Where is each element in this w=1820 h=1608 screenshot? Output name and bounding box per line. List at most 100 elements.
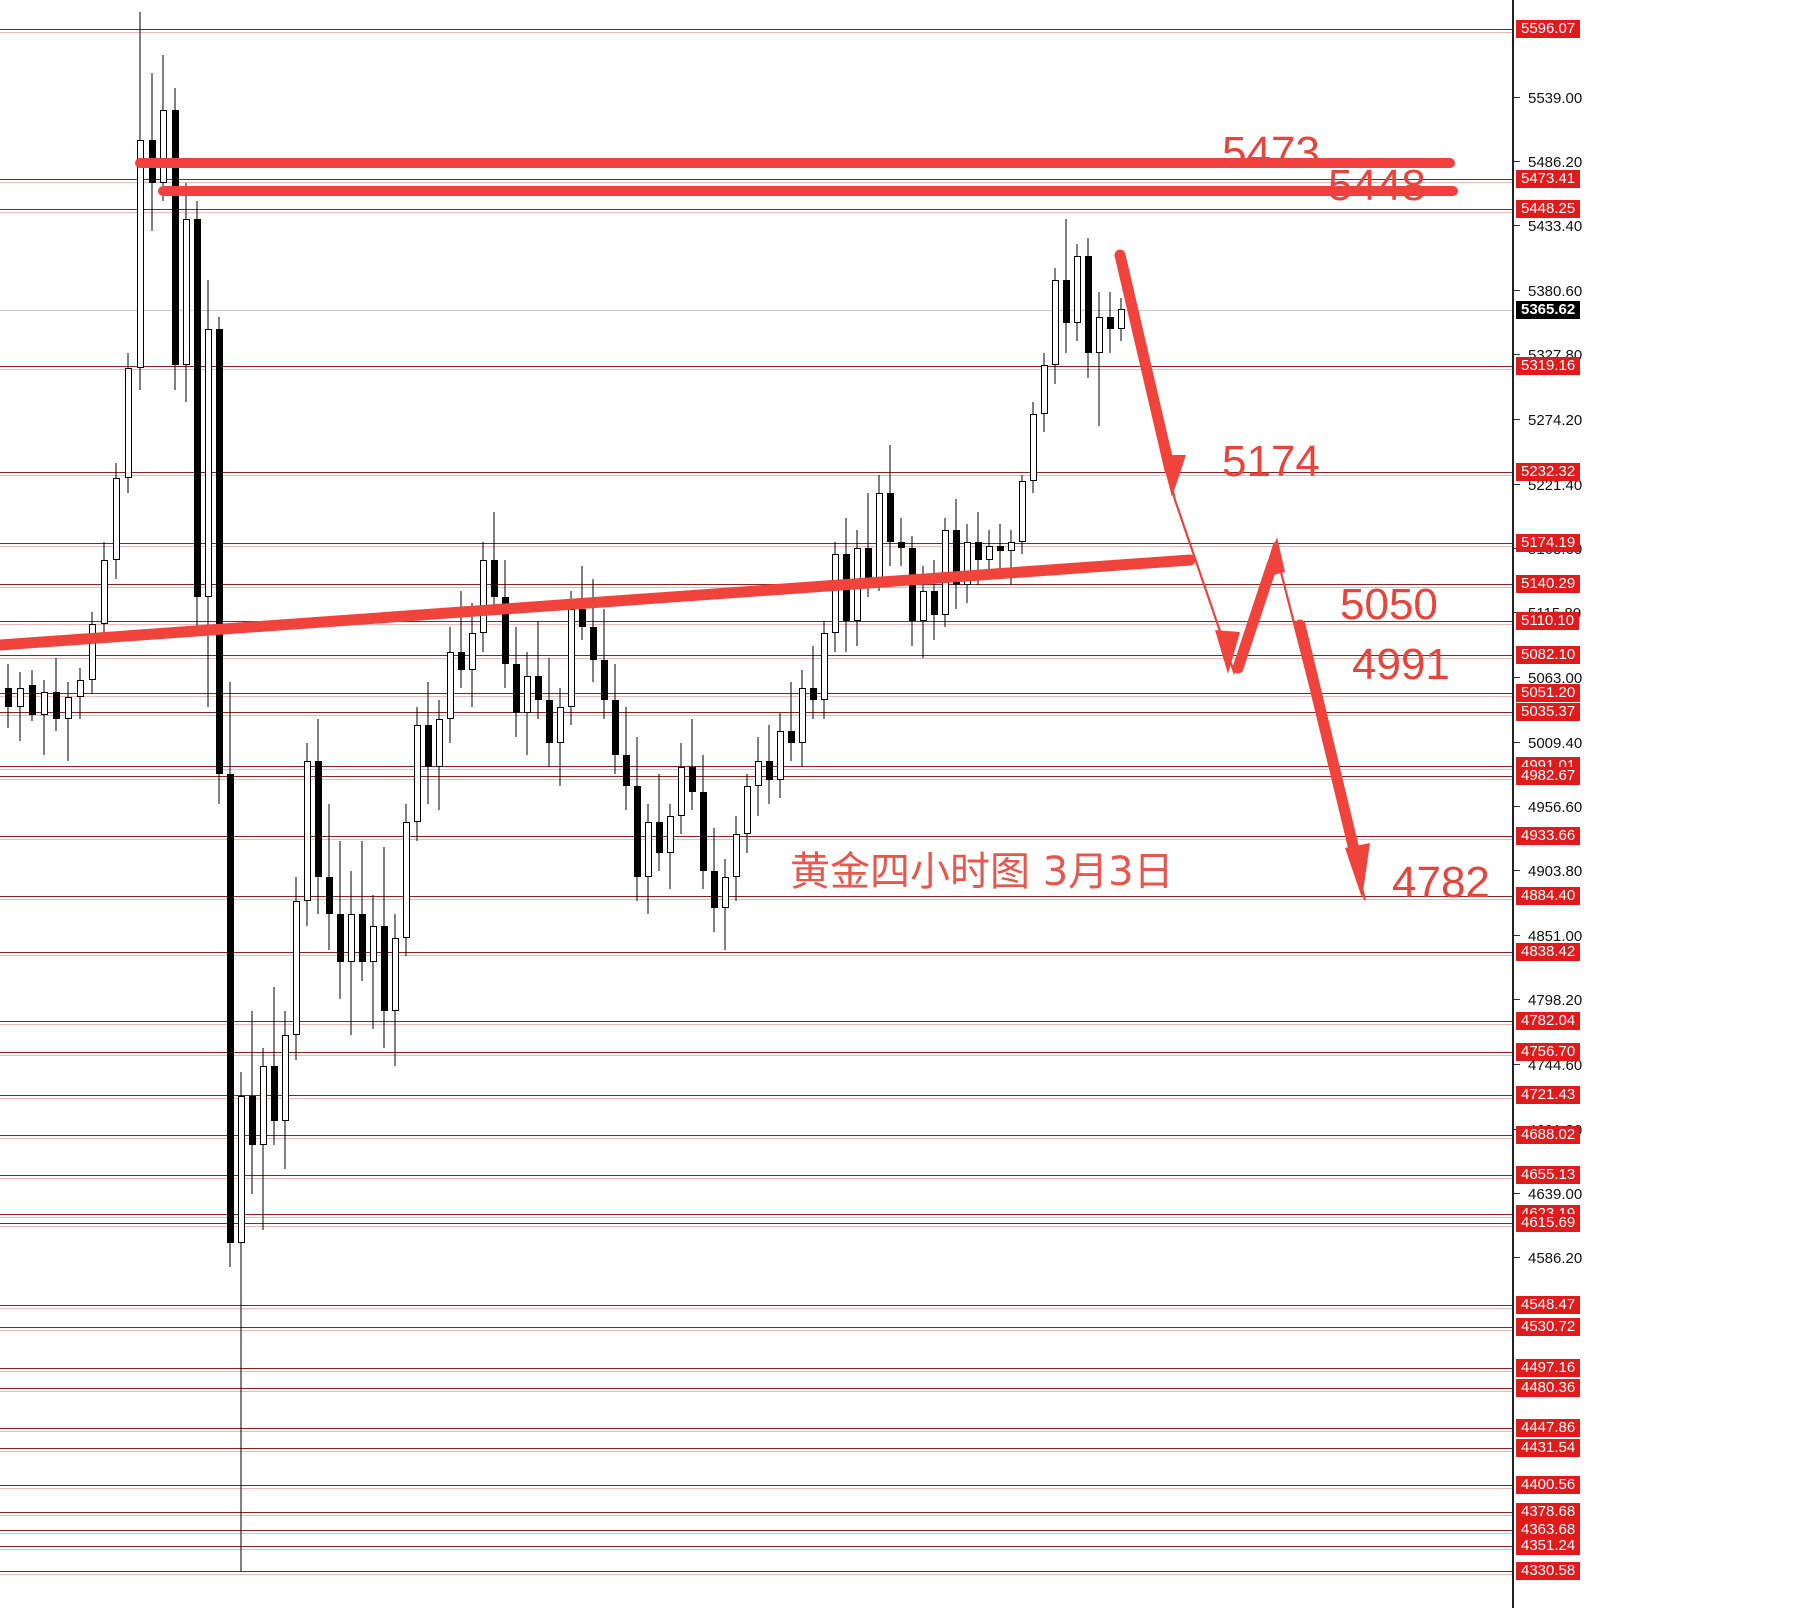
candle-body-bullish	[677, 767, 685, 817]
price-level-tag[interactable]: 4480.36	[1516, 1379, 1581, 1398]
candlestick	[721, 858, 729, 951]
price-level-tag[interactable]: 4721.43	[1516, 1085, 1581, 1104]
candlestick	[358, 840, 366, 981]
candlestick	[633, 737, 641, 902]
candle-body-bullish	[303, 761, 311, 902]
candlestick	[124, 353, 132, 494]
candlestick	[1117, 298, 1125, 342]
candlestick	[28, 670, 36, 722]
price-axis-panel[interactable]: 5539.00 5486.20 5433.40 5380.60 5327.80 5274.…	[1512, 0, 1820, 1608]
candle-body-bearish	[1062, 280, 1070, 323]
candlestick	[908, 536, 916, 646]
candlestick	[4, 663, 12, 729]
candle-body-bullish	[468, 633, 476, 670]
candlestick	[842, 517, 850, 652]
candle-body-bullish	[159, 109, 167, 183]
candle-body-bearish	[1106, 316, 1114, 329]
candle-body-bearish	[336, 913, 344, 963]
price-tick-label: 5486.20	[1514, 155, 1582, 170]
price-level-tag[interactable]: 5448.25	[1516, 200, 1581, 219]
price-tick-label: 5063.00	[1514, 671, 1582, 686]
candlestick	[776, 712, 784, 798]
gridline-level-shadow	[0, 587, 1512, 589]
price-level-tag[interactable]: 4447.86	[1516, 1418, 1581, 1437]
candlestick	[303, 743, 311, 926]
candlestick	[545, 657, 553, 768]
candle-body-bearish	[765, 761, 773, 780]
candle-wick	[67, 682, 69, 762]
price-level-tag[interactable]: 4782.04	[1516, 1011, 1581, 1030]
candle-body-bearish	[325, 877, 333, 914]
gridline-level-shadow	[0, 475, 1512, 477]
price-level-tag[interactable]: 4378.68	[1516, 1503, 1581, 1522]
current-price-tag[interactable]: 5365.62	[1516, 300, 1581, 319]
candle-wick	[361, 840, 363, 981]
price-level-tag[interactable]: 4655.13	[1516, 1166, 1581, 1185]
price-level-tag[interactable]: 4982.67	[1516, 767, 1581, 786]
candle-body-bearish	[1084, 255, 1092, 354]
chart-plot-area[interactable]	[0, 0, 1512, 1608]
candle-body-bearish	[501, 596, 509, 664]
candle-body-bullish	[292, 901, 300, 1036]
price-level-tag[interactable]: 4615.69	[1516, 1214, 1581, 1233]
gridline-level-shadow	[0, 1515, 1512, 1517]
price-level-tag[interactable]: 4351.24	[1516, 1536, 1581, 1555]
price-level-tag[interactable]: 4548.47	[1516, 1296, 1581, 1315]
price-level-tag[interactable]: 4530.72	[1516, 1317, 1581, 1336]
candle-body-bullish	[523, 676, 531, 713]
candle-body-bearish	[699, 791, 707, 871]
price-level-tag[interactable]: 4933.66	[1516, 827, 1581, 846]
candle-body-bearish	[589, 627, 597, 661]
price-level-tag[interactable]: 4884.40	[1516, 887, 1581, 906]
price-level-tag[interactable]: 5035.37	[1516, 703, 1581, 722]
gridline-level	[0, 1367, 1512, 1369]
price-level-tag[interactable]: 5596.07	[1516, 20, 1581, 39]
candlestick	[611, 663, 619, 774]
candle-body-bearish	[28, 684, 36, 716]
gridline-level	[0, 472, 1512, 474]
candle-body-bullish	[391, 937, 399, 1012]
candlestick	[864, 493, 872, 597]
gridline-level	[0, 584, 1512, 586]
candle-body-bullish	[1018, 481, 1026, 543]
price-level-tag[interactable]: 4431.54	[1516, 1438, 1581, 1457]
candlestick	[765, 724, 773, 804]
price-tick-label: 5221.40	[1514, 478, 1582, 493]
candlestick	[325, 804, 333, 951]
gridline-level-shadow	[0, 1308, 1512, 1310]
price-level-tag[interactable]: 4688.02	[1516, 1126, 1581, 1145]
price-level-tag[interactable]: 4400.56	[1516, 1476, 1581, 1495]
gridline-level-shadow	[0, 369, 1512, 371]
price-tick-label: 4639.00	[1514, 1187, 1582, 1202]
candlestick	[457, 590, 465, 689]
candlestick	[941, 517, 949, 628]
price-tick-label: 4956.60	[1514, 800, 1582, 815]
gridline-level	[0, 1512, 1512, 1514]
price-level-tag[interactable]: 5051.20	[1516, 683, 1581, 702]
price-level-tag[interactable]: 5140.29	[1516, 575, 1581, 594]
candlestick	[1051, 268, 1059, 384]
candle-body-bearish	[622, 755, 630, 786]
price-level-tag[interactable]: 4363.68	[1516, 1521, 1581, 1540]
price-level-tag[interactable]: 5473.41	[1516, 169, 1581, 188]
candle-body-bullish	[732, 834, 740, 878]
candlestick	[1073, 243, 1081, 342]
candle-body-bullish	[1007, 542, 1015, 551]
price-level-tag[interactable]: 5319.16	[1516, 357, 1581, 376]
candle-body-bullish	[985, 545, 993, 561]
candle-body-bullish	[567, 609, 575, 707]
price-level-tag[interactable]: 4756.70	[1516, 1042, 1581, 1061]
candle-body-bearish	[710, 870, 718, 908]
price-level-tag[interactable]: 5232.32	[1516, 463, 1581, 482]
candlestick	[655, 773, 663, 871]
gridline-level	[0, 1326, 1512, 1328]
candlestick	[677, 743, 685, 835]
candle-body-bullish	[204, 328, 212, 597]
price-level-tag[interactable]: 5174.19	[1516, 534, 1581, 553]
price-level-tag[interactable]: 5082.10	[1516, 646, 1581, 665]
price-level-tag[interactable]: 4330.58	[1516, 1561, 1581, 1580]
price-level-tag[interactable]: 4838.42	[1516, 943, 1581, 962]
price-level-tag[interactable]: 4497.16	[1516, 1358, 1581, 1377]
price-level-tag[interactable]: 5110.10	[1516, 612, 1580, 631]
price-tick-label: 5009.40	[1514, 736, 1582, 751]
